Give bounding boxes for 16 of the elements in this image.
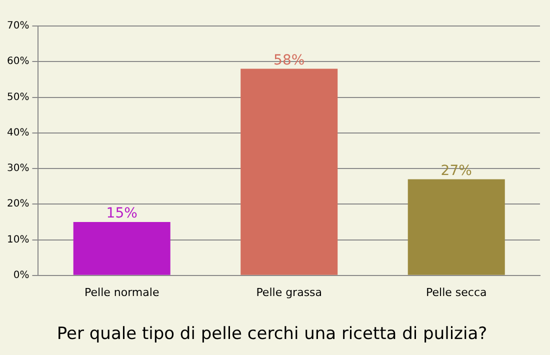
y-tick-label: 20%: [6, 198, 30, 210]
y-tick-label: 40%: [6, 127, 30, 138]
x-tick-label: Pelle normale: [84, 286, 160, 299]
y-tick-label: 0%: [13, 270, 30, 281]
y-tick-label: 70%: [6, 20, 30, 32]
x-tick-label: Pelle secca: [426, 286, 487, 299]
bar: [240, 68, 338, 275]
data-label: 15%: [106, 206, 138, 222]
x-tick-label: Pelle grassa: [256, 286, 322, 299]
bar: [73, 222, 170, 275]
y-tick-label: 10%: [6, 234, 30, 246]
bar: [408, 179, 505, 275]
y-tick-label: 60%: [6, 56, 30, 68]
y-tick-label: 50%: [6, 92, 30, 103]
y-tick-label: 30%: [6, 163, 30, 174]
text: Per quale tipo di pelle cerchi una ricetta di pulizia?: [56, 324, 488, 344]
